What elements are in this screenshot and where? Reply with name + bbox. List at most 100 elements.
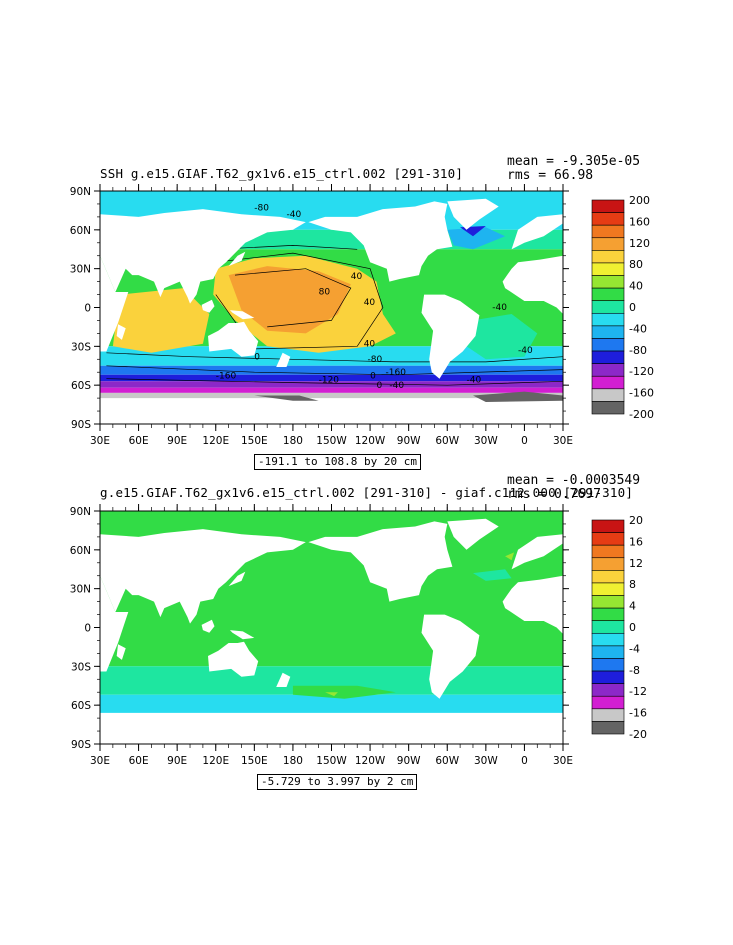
colorbar-label: 160 bbox=[629, 215, 650, 228]
ssh-contour-label: 0 bbox=[377, 381, 383, 391]
lon-label: 90E bbox=[167, 435, 187, 447]
lat-label: 0 bbox=[84, 623, 91, 635]
land-mass bbox=[502, 575, 563, 634]
land-mass bbox=[228, 251, 246, 267]
colorbar-swatch bbox=[591, 519, 625, 533]
top-map-title: SSH g.e15.GIAF.T62_gx1v6.e15_ctrl.002 [2… bbox=[100, 166, 464, 181]
colorbar-label: 200 bbox=[629, 194, 650, 207]
ssh-contour-label: -40 bbox=[467, 376, 482, 386]
bottom-contour-range: -5.729 to 3.997 by 2 cm bbox=[257, 774, 418, 790]
ssh-atlantic-low bbox=[447, 227, 506, 250]
land-mass bbox=[421, 294, 480, 379]
land-mass bbox=[100, 543, 129, 672]
top-axes: 90N 60N 30N 0 30S 60S 90S 30E 60E 90E 120E 150E 180 1… bbox=[70, 184, 573, 447]
lon-label: 180 bbox=[283, 435, 303, 447]
colorbar-swatch bbox=[591, 350, 625, 364]
lat-label: 60N bbox=[70, 225, 91, 237]
bottom-map-panel: g.e15.GIAF.T62_gx1v6.e15_ctrl.002 [291-3… bbox=[0, 470, 733, 790]
lon-label: 150E bbox=[241, 435, 268, 447]
land-mass bbox=[100, 718, 563, 744]
lon-label: 60E bbox=[129, 755, 149, 767]
ssh-contour-label: -40 bbox=[492, 303, 507, 313]
land-mass bbox=[229, 310, 255, 320]
lon-label: 30E bbox=[553, 435, 573, 447]
lon-label: 30W bbox=[474, 755, 498, 767]
colorbar-label: 20 bbox=[629, 514, 643, 527]
lon-label: 90E bbox=[167, 755, 187, 767]
colorbar-swatch bbox=[591, 570, 625, 584]
colorbar-swatch bbox=[591, 645, 625, 659]
land-mass bbox=[116, 324, 126, 340]
lat-label: 90N bbox=[70, 186, 91, 198]
colorbar-swatch bbox=[591, 544, 625, 559]
ssh-contours bbox=[106, 245, 563, 386]
ssh-contour-label: -40 bbox=[389, 381, 404, 391]
lon-label: 120E bbox=[202, 435, 229, 447]
land-mass bbox=[208, 641, 259, 677]
colorbar-label: 12 bbox=[629, 557, 643, 570]
land-mass bbox=[228, 571, 246, 587]
ssh-contour-label: -120 bbox=[319, 376, 340, 386]
colorbar-swatch bbox=[591, 325, 625, 339]
colorbar-swatch bbox=[591, 224, 625, 239]
colorbar-swatch bbox=[591, 532, 625, 546]
top-land bbox=[100, 198, 563, 424]
land-mass bbox=[116, 644, 126, 660]
bottom-colorbar: 20 16 12 8 4 0 -4 -8 -12 -16 -20 bbox=[591, 514, 647, 741]
top-contour-range: -191.1 to 108.8 by 20 cm bbox=[254, 454, 421, 470]
ssh-contour-label: 0 bbox=[254, 352, 260, 362]
ssh-contour-line bbox=[234, 268, 352, 328]
colorbar-label: 16 bbox=[629, 535, 643, 548]
land-mass bbox=[516, 232, 524, 243]
bottom-land bbox=[100, 518, 563, 744]
colorbar-label: 120 bbox=[629, 237, 650, 250]
lon-label: 180 bbox=[283, 755, 303, 767]
lon-label: 150W bbox=[316, 755, 347, 767]
colorbar-label: -16 bbox=[629, 707, 647, 720]
colorbar-swatch bbox=[591, 595, 625, 609]
ssh-contour-label: 40 bbox=[364, 298, 376, 308]
bottom-map-stats: mean = -0.0003549 rms = 0.7697 bbox=[507, 474, 640, 502]
colorbar-label: -4 bbox=[629, 642, 640, 655]
ssh-band bbox=[100, 365, 563, 375]
lat-label: 30N bbox=[70, 584, 91, 596]
colorbar-swatch bbox=[591, 658, 625, 672]
diff-pacific-patch bbox=[292, 685, 396, 699]
lon-label: 30E bbox=[553, 755, 573, 767]
ssh-contour-label: -40 bbox=[518, 346, 533, 356]
colorbar-swatch bbox=[591, 300, 625, 314]
top-map-panel: SSH g.e15.GIAF.T62_gx1v6.e15_ctrl.002 [2… bbox=[0, 150, 733, 470]
lat-label: 60N bbox=[70, 545, 91, 557]
lon-label: 90W bbox=[397, 755, 421, 767]
ssh-contour-labels: -80-40-404080404000-40-80-160-160-120-40… bbox=[216, 203, 533, 390]
ssh-ross-low bbox=[254, 395, 319, 401]
land-mass bbox=[421, 614, 480, 699]
colorbar-label: -40 bbox=[629, 322, 647, 335]
colorbar-swatch bbox=[591, 557, 625, 571]
ssh-contour-label: 0 bbox=[370, 372, 376, 382]
land-mass bbox=[100, 223, 129, 352]
ssh-contour-label: -160 bbox=[216, 372, 237, 382]
land-mass bbox=[516, 552, 524, 563]
land-mass bbox=[447, 198, 499, 230]
lat-label: 90N bbox=[70, 506, 91, 518]
colorbar-swatch bbox=[591, 375, 625, 390]
colorbar-label: 8 bbox=[629, 578, 636, 591]
colorbar-label: -160 bbox=[629, 387, 654, 400]
lon-label: 60E bbox=[129, 435, 149, 447]
ssh-band bbox=[100, 381, 563, 388]
lat-label: 60S bbox=[71, 380, 91, 392]
ssh-contour-line bbox=[106, 352, 563, 363]
lat-label: 30N bbox=[70, 264, 91, 276]
colorbar-swatch bbox=[591, 582, 625, 596]
lon-label: 120E bbox=[202, 755, 229, 767]
colorbar-swatch bbox=[591, 250, 625, 264]
colorbar-label: -20 bbox=[629, 728, 647, 741]
colorbar-swatch bbox=[591, 607, 625, 622]
colorbar-swatch bbox=[591, 199, 625, 213]
lat-label: 30S bbox=[71, 661, 91, 673]
bottom-ocean-field bbox=[100, 511, 563, 744]
land-mass bbox=[511, 534, 563, 570]
land-mass bbox=[308, 201, 453, 282]
lon-label: 90W bbox=[397, 435, 421, 447]
